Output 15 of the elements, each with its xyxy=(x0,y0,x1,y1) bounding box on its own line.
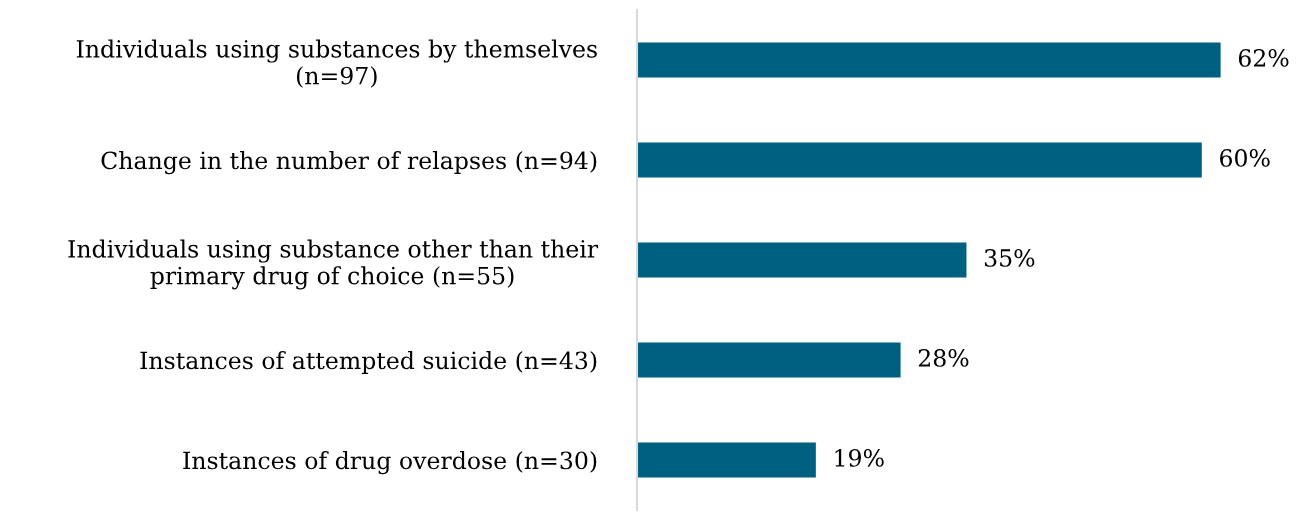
bar xyxy=(637,142,1202,178)
data-label: 62% xyxy=(1238,48,1289,67)
y-tick-label: Individuals using substance other than their primary drug of choice (n=55) xyxy=(68,239,599,290)
data-label: 35% xyxy=(984,248,1035,267)
y-tick-label: Individuals using substances by themselves (n=97) xyxy=(76,39,597,88)
data-label: 19% xyxy=(835,448,884,467)
y-tick-label: Change in the number of relapses (n=94) xyxy=(101,151,597,175)
bar xyxy=(637,42,1221,78)
data-label: 28% xyxy=(918,348,969,367)
y-tick-label: Instances of attempted suicide (n=43) xyxy=(140,351,597,374)
bar xyxy=(637,342,901,378)
bar xyxy=(637,442,816,478)
data-label: 60% xyxy=(1220,148,1270,167)
y-tick-label: Instances of drug overdose (n=30) xyxy=(183,451,597,475)
bar xyxy=(637,242,967,278)
